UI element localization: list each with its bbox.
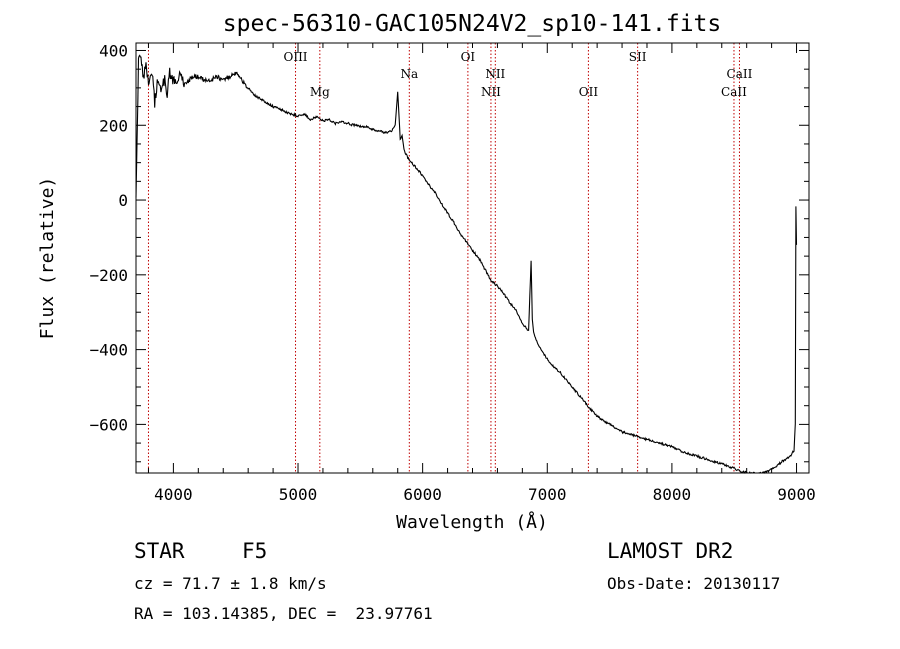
- x-tick-label: 8000: [653, 485, 692, 504]
- line-annotation-label: NII: [481, 85, 501, 99]
- x-tick-label: 6000: [403, 485, 442, 504]
- x-axis-label: Wavelength (Å): [396, 511, 548, 533]
- survey-name: LAMOST DR2: [607, 539, 734, 563]
- emission-line-markers: OIII Mg Na OI NII NII OII SII CaII CaII: [147, 43, 753, 473]
- sky-coordinates: RA = 103.14385, DEC = 23.97761: [134, 604, 433, 623]
- redshift-readout: cz = 71.7 ± 1.8 km/s: [134, 574, 327, 593]
- line-annotation-label: SII: [629, 50, 647, 64]
- x-tick-label: 7000: [528, 485, 567, 504]
- line-annotation-label: OI: [461, 50, 476, 64]
- x-tick-label: 4000: [154, 485, 193, 504]
- line-annotation-label: CaII: [727, 67, 753, 81]
- observation-date: Obs-Date: 20130117: [607, 574, 781, 593]
- line-annotation-label: OII: [579, 85, 599, 99]
- y-tick-label: 200: [99, 116, 128, 135]
- spectrum-line: [135, 54, 798, 474]
- y-tick-label: −400: [89, 341, 128, 360]
- line-annotation-label: CaII: [721, 85, 747, 99]
- y-tick-label: −600: [89, 415, 128, 434]
- x-tick-label: 5000: [279, 485, 318, 504]
- axis-tick-labels: 4000 5000 6000 7000 8000 9000 −600 −400 −200 0 200…: [89, 41, 815, 504]
- y-tick-label: −200: [89, 266, 128, 285]
- y-tick-label: 0: [118, 191, 128, 210]
- line-annotation-label: NII: [485, 67, 505, 81]
- y-axis-label: Flux (relative): [37, 177, 58, 340]
- line-annotation-label: Na: [400, 67, 418, 81]
- plot-frame: [135, 42, 810, 474]
- y-tick-label: 400: [99, 41, 128, 60]
- line-annotation-label: Mg: [310, 85, 330, 99]
- object-class: STAR: [134, 539, 185, 563]
- x-tick-label: 9000: [777, 485, 816, 504]
- line-annotation-label: OIII: [283, 50, 307, 64]
- chart-title: spec-56310-GAC105N24V2_sp10-141.fits: [223, 11, 722, 37]
- axis-ticks: [136, 43, 809, 473]
- object-subclass: F5: [242, 539, 268, 563]
